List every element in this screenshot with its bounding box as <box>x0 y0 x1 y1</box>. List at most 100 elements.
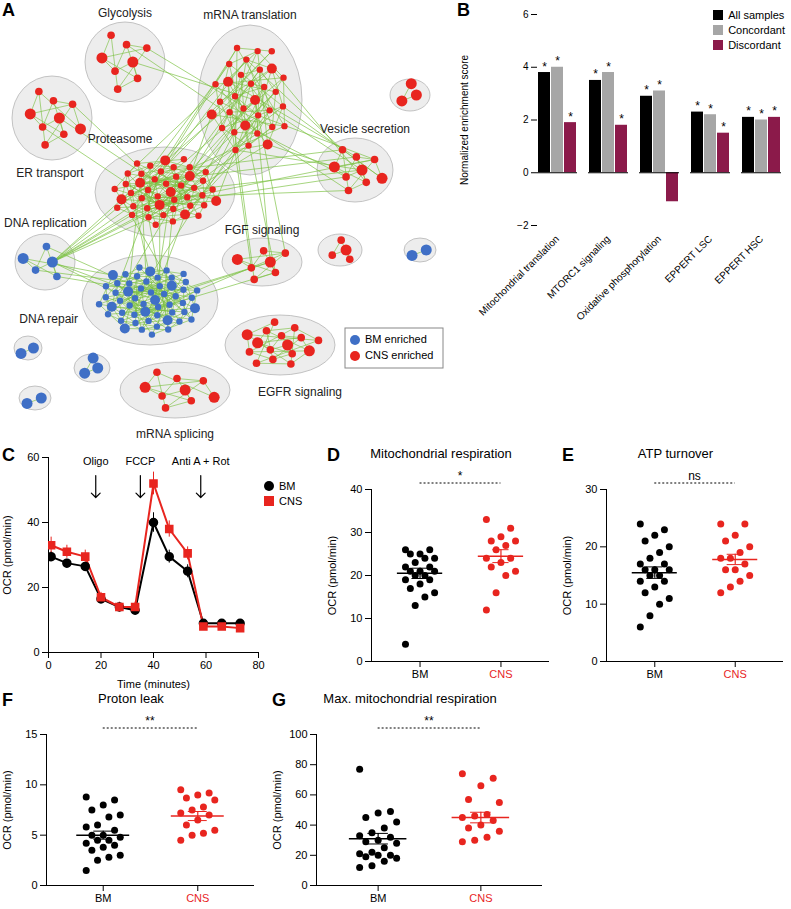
svg-text:*: * <box>644 83 649 97</box>
svg-text:ns: ns <box>688 469 701 483</box>
svg-text:40: 40 <box>147 659 159 671</box>
svg-text:*: * <box>695 99 700 113</box>
html-text:BM: BM <box>279 480 296 492</box>
html-text:D: D <box>327 445 340 465</box>
svg-text:4: 4 <box>523 61 529 72</box>
svg-text:0: 0 <box>301 879 307 891</box>
svg-text:30: 30 <box>350 526 362 538</box>
svg-text:Mitochondrial translation: Mitochondrial translation <box>477 233 561 317</box>
svg-text:OCR (pmol/min): OCR (pmol/min) <box>326 536 338 615</box>
svg-text:*: * <box>721 120 726 134</box>
svg-text:FCCP: FCCP <box>125 455 155 467</box>
svg-text:OCR (pmol/min): OCR (pmol/min) <box>561 536 573 615</box>
svg-text:CNS: CNS <box>186 892 209 904</box>
svg-text:BM enriched: BM enriched <box>365 333 427 345</box>
svg-text:*: * <box>606 60 611 74</box>
svg-text:60: 60 <box>27 451 39 463</box>
svg-text:ER transport: ER transport <box>16 166 84 180</box>
svg-text:Anti A + Rot: Anti A + Rot <box>172 455 230 467</box>
svg-text:DNA repair: DNA repair <box>19 312 78 326</box>
svg-text:*: * <box>542 60 547 74</box>
svg-text:10: 10 <box>585 598 597 610</box>
svg-text:OCR (pmol/min): OCR (pmol/min) <box>1 770 13 849</box>
html-text:ATP turnover: ATP turnover <box>637 446 714 461</box>
svg-text:CNS enriched: CNS enriched <box>365 349 433 361</box>
svg-text:*: * <box>759 107 764 121</box>
svg-text:MTORC1 signaling: MTORC1 signaling <box>544 233 613 301</box>
svg-text:*: * <box>593 67 598 81</box>
html-text:G: G <box>272 690 286 710</box>
svg-text:CNS: CNS <box>469 892 492 904</box>
svg-text:20: 20 <box>27 581 39 593</box>
svg-text:20: 20 <box>95 659 107 671</box>
svg-text:15: 15 <box>25 728 37 740</box>
html-text:Mitochondrial respiration: Mitochondrial respiration <box>370 446 512 461</box>
svg-text:0: 0 <box>45 659 51 671</box>
svg-text:Normalized enrichment score: Normalized enrichment score <box>459 55 470 185</box>
svg-text:CNS: CNS <box>724 668 747 680</box>
svg-text:0: 0 <box>591 655 597 667</box>
html-text:B: B <box>457 0 470 20</box>
svg-text:FGF signaling: FGF signaling <box>225 223 300 237</box>
svg-text:EGFR signaling: EGFR signaling <box>258 385 342 399</box>
svg-text:0: 0 <box>33 646 39 658</box>
html-text:Max. mitochondrial respiration: Max. mitochondrial respiration <box>323 691 497 706</box>
svg-text:**: ** <box>145 714 155 728</box>
svg-text:20: 20 <box>295 849 307 861</box>
svg-text:*: * <box>619 112 624 126</box>
svg-text:EPPERT HSC: EPPERT HSC <box>712 233 765 286</box>
svg-text:40: 40 <box>350 483 362 495</box>
html-text:A: A <box>2 0 15 20</box>
svg-text:*: * <box>746 104 751 118</box>
svg-text:mRNA translation: mRNA translation <box>203 8 296 22</box>
svg-text:OCR (pmol/min): OCR (pmol/min) <box>271 770 283 849</box>
html-text:Proton leak: Proton leak <box>98 691 164 706</box>
svg-text:0: 0 <box>31 879 37 891</box>
svg-text:40: 40 <box>295 819 307 831</box>
svg-text:BM: BM <box>95 892 112 904</box>
html-text:Discordant: Discordant <box>728 39 781 51</box>
svg-text:60: 60 <box>200 659 212 671</box>
svg-text:40: 40 <box>27 516 39 528</box>
svg-text:80: 80 <box>295 758 307 770</box>
svg-text:Glycolysis: Glycolysis <box>98 6 152 20</box>
svg-text:*: * <box>568 110 573 124</box>
svg-text:0: 0 <box>523 167 529 178</box>
svg-text:−2: −2 <box>517 220 529 231</box>
svg-text:*: * <box>657 78 662 92</box>
svg-text:20: 20 <box>585 540 597 552</box>
svg-text:*: * <box>708 102 713 116</box>
html-text:Concordant: Concordant <box>728 24 785 36</box>
svg-text:BM: BM <box>412 668 429 680</box>
svg-text:30: 30 <box>585 483 597 495</box>
svg-text:CNS: CNS <box>489 668 512 680</box>
svg-text:EPPERT LSC: EPPERT LSC <box>663 233 715 285</box>
svg-text:10: 10 <box>350 612 362 624</box>
svg-text:5: 5 <box>31 829 37 841</box>
svg-text:20: 20 <box>350 569 362 581</box>
svg-text:*: * <box>458 469 463 483</box>
svg-text:6: 6 <box>523 9 529 20</box>
svg-text:*: * <box>555 54 560 68</box>
svg-text:Oxidative phosphorylation: Oxidative phosphorylation <box>574 233 663 322</box>
svg-text:60: 60 <box>295 788 307 800</box>
svg-text:OCR (pmol/min): OCR (pmol/min) <box>1 515 13 594</box>
svg-text:**: ** <box>424 714 434 728</box>
svg-text:Proteasome: Proteasome <box>88 132 153 146</box>
html-text:CNS: CNS <box>279 495 303 507</box>
svg-text:80: 80 <box>252 659 264 671</box>
svg-text:Vesicle secretion: Vesicle secretion <box>320 122 410 136</box>
html-text:C: C <box>2 445 15 465</box>
svg-text:Time (minutes): Time (minutes) <box>117 678 190 690</box>
html-text:All samples: All samples <box>728 9 785 21</box>
svg-text:*: * <box>772 104 777 118</box>
svg-text:mRNA splicing: mRNA splicing <box>136 427 214 441</box>
svg-text:BM: BM <box>647 668 664 680</box>
svg-text:Oligo: Oligo <box>83 455 109 467</box>
svg-text:BM: BM <box>370 892 387 904</box>
svg-text:DNA replication: DNA replication <box>4 216 87 230</box>
svg-text:10: 10 <box>25 778 37 790</box>
svg-text:0: 0 <box>356 655 362 667</box>
svg-text:2: 2 <box>523 114 529 125</box>
svg-text:100: 100 <box>289 728 307 740</box>
